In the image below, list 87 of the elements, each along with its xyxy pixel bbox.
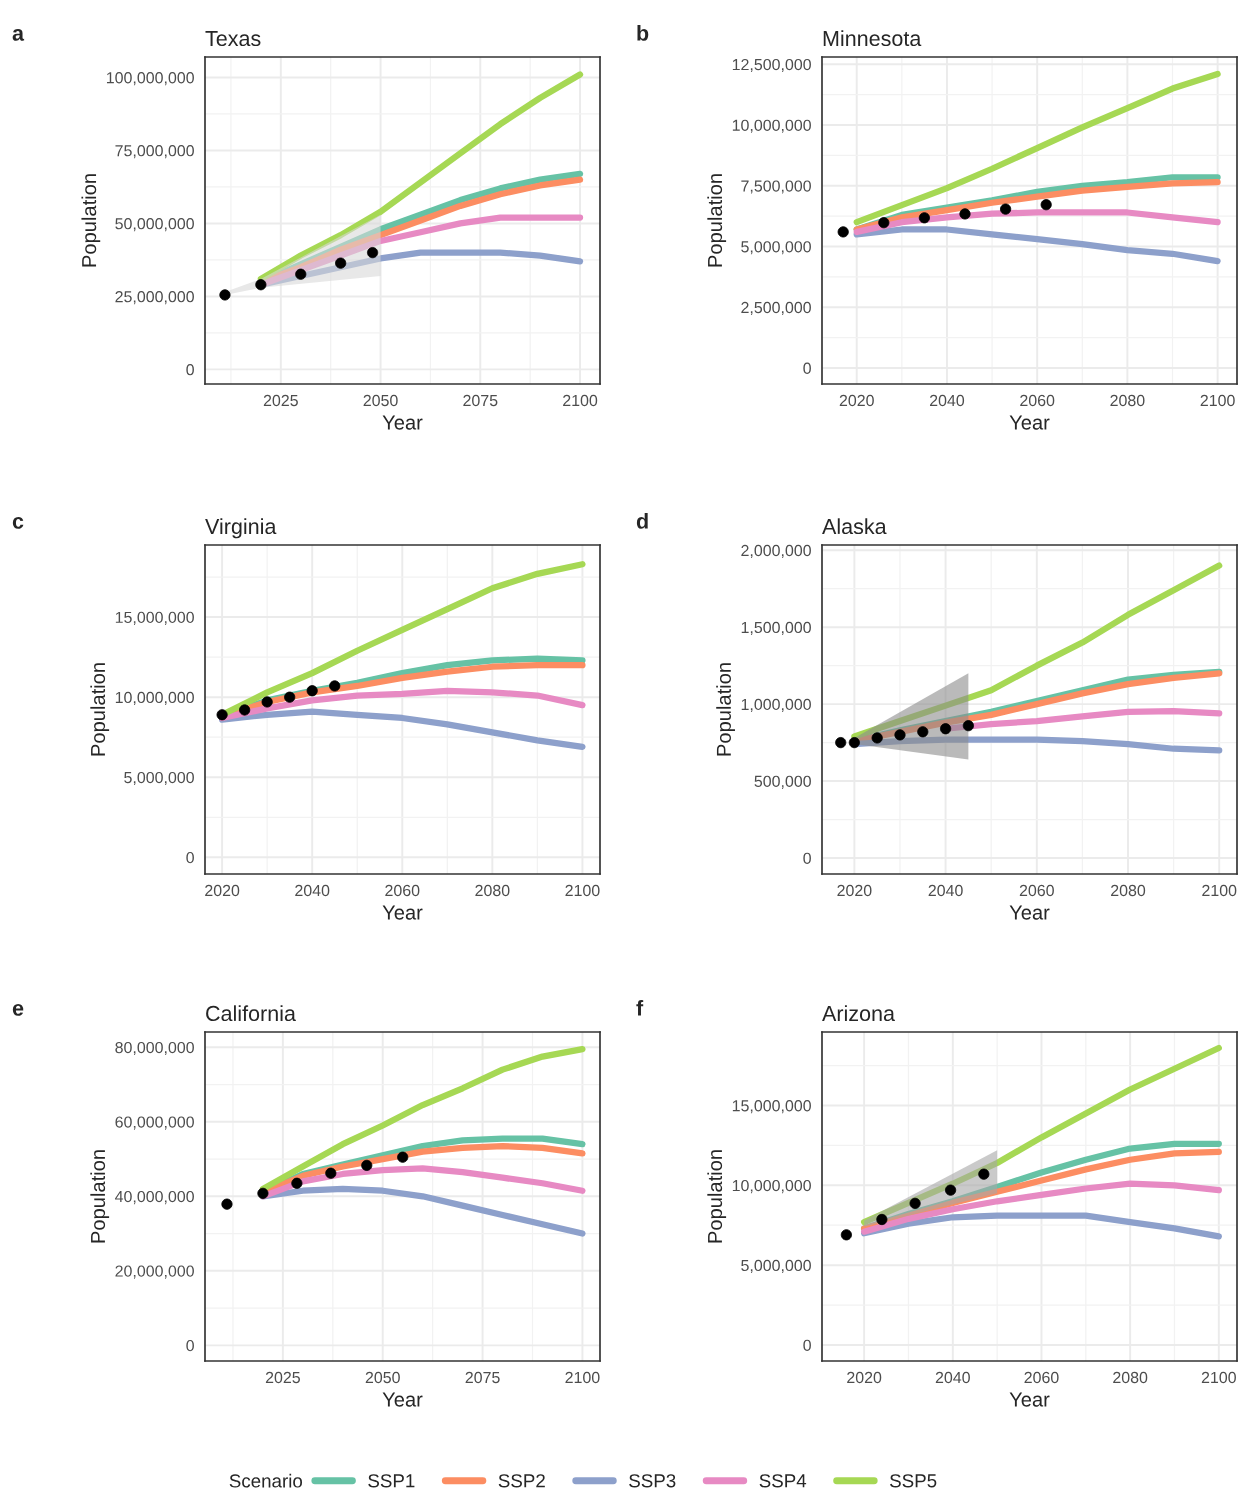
y-axis-title: Population bbox=[707, 1150, 727, 1243]
x-tick-label: 2050 bbox=[363, 394, 398, 407]
legend-label: SSP5 bbox=[890, 1474, 937, 1488]
legend-label: SSP1 bbox=[368, 1474, 415, 1488]
chart-title: Arizona bbox=[822, 1005, 895, 1022]
x-tick-label: 2075 bbox=[463, 394, 498, 407]
x-tick-label: 2025 bbox=[265, 1371, 300, 1384]
legend-label: SSP4 bbox=[759, 1474, 807, 1488]
legend-title: Scenario bbox=[229, 1473, 303, 1488]
x-tick-label: 2075 bbox=[465, 1371, 500, 1384]
x-tick-label: 2020 bbox=[205, 884, 240, 897]
x-tick-label: 2060 bbox=[1019, 884, 1054, 897]
y-tick-label: 0 bbox=[186, 1339, 194, 1352]
y-tick-label: 80,000,000 bbox=[115, 1041, 194, 1056]
y-tick-label: 1,000,000 bbox=[741, 698, 811, 712]
y-tick-label: 10,000,000 bbox=[732, 1179, 811, 1194]
x-tick-label: 2100 bbox=[565, 884, 600, 897]
x-tick-label: 2080 bbox=[1111, 884, 1146, 897]
x-axis-title: Year bbox=[1009, 415, 1050, 430]
x-tick-label: 2040 bbox=[935, 1371, 970, 1384]
y-tick-label: 1,500,000 bbox=[741, 621, 811, 635]
y-tick-label: 0 bbox=[803, 1339, 811, 1351]
y-axis-title: Population bbox=[90, 663, 110, 756]
x-tick-label: 2100 bbox=[1200, 394, 1235, 407]
x-tick-label: 2060 bbox=[385, 884, 420, 897]
y-tick-label: 5,000,000 bbox=[741, 241, 811, 255]
x-axis-title: Year bbox=[382, 1392, 423, 1407]
y-axis-title: Population bbox=[707, 174, 727, 267]
y-axis-title: Population bbox=[81, 174, 101, 267]
y-tick-label: 10,000,000 bbox=[732, 119, 811, 133]
x-tick-label: 2040 bbox=[929, 394, 965, 407]
y-tick-label: 7,500,000 bbox=[741, 180, 811, 194]
x-tick-label: 2100 bbox=[565, 1371, 600, 1384]
x-tick-label: 2060 bbox=[1024, 1371, 1059, 1384]
x-tick-label: 2080 bbox=[475, 884, 510, 897]
y-tick-label: 0 bbox=[186, 851, 194, 864]
y-tick-label: 0 bbox=[186, 364, 194, 376]
y-tick-label: 60,000,000 bbox=[115, 1116, 194, 1130]
chart-title: Virginia bbox=[205, 518, 277, 539]
y-tick-label: 0 bbox=[803, 362, 811, 374]
y-tick-label: 2,500,000 bbox=[741, 301, 811, 316]
x-axis-title: Year bbox=[382, 905, 423, 920]
y-tick-label: 20,000,000 bbox=[115, 1265, 194, 1279]
y-tick-label: 25,000,000 bbox=[115, 291, 194, 305]
x-tick-label: 2080 bbox=[1110, 394, 1145, 407]
y-tick-label: 40,000,000 bbox=[115, 1190, 194, 1205]
y-tick-label: 15,000,000 bbox=[732, 1100, 811, 1114]
legend-label: SSP3 bbox=[629, 1474, 676, 1488]
x-axis-title: Year bbox=[1009, 905, 1050, 920]
x-tick-label: 2020 bbox=[839, 394, 874, 407]
text: d bbox=[636, 512, 648, 529]
x-axis-title: Year bbox=[1009, 1392, 1050, 1407]
x-tick-label: 2060 bbox=[1020, 394, 1055, 407]
x-tick-label: 2040 bbox=[928, 884, 963, 897]
y-tick-label: 15,000,000 bbox=[115, 611, 194, 625]
y-tick-label: 5,000,000 bbox=[741, 1259, 811, 1274]
y-tick-label: 500,000 bbox=[754, 775, 811, 789]
chart-title: Minnesota bbox=[823, 30, 922, 47]
text: b bbox=[637, 24, 649, 41]
y-tick-label: 2,000,000 bbox=[741, 544, 811, 559]
x-tick-label: 2020 bbox=[847, 1371, 882, 1384]
y-axis-title: Population bbox=[90, 1150, 110, 1243]
y-tick-label: 50,000,000 bbox=[115, 218, 194, 232]
x-tick-label: 2020 bbox=[837, 884, 872, 897]
y-tick-label: 0 bbox=[803, 852, 811, 864]
x-tick-label: 2040 bbox=[295, 884, 330, 897]
text: e bbox=[12, 1003, 24, 1016]
x-tick-label: 2050 bbox=[365, 1371, 400, 1384]
legend-label: SSP2 bbox=[498, 1474, 545, 1488]
text: a bbox=[12, 28, 25, 41]
chart-title: California bbox=[206, 1005, 296, 1022]
y-axis-title: Population bbox=[716, 663, 735, 756]
y-tick-label: 12,500,000 bbox=[732, 58, 811, 73]
chart-title: Alaska bbox=[822, 518, 887, 535]
x-tick-label: 2080 bbox=[1113, 1371, 1148, 1384]
y-tick-label: 10,000,000 bbox=[115, 691, 194, 705]
y-tick-label: 5,000,000 bbox=[124, 771, 194, 786]
text: c bbox=[12, 516, 24, 529]
y-tick-label: 75,000,000 bbox=[115, 145, 194, 159]
text: f bbox=[636, 999, 644, 1016]
x-tick-label: 2025 bbox=[263, 394, 298, 407]
x-axis-title: Year bbox=[382, 415, 423, 430]
chart-title: Texas bbox=[205, 31, 261, 47]
x-tick-label: 2100 bbox=[563, 394, 598, 407]
x-tick-label: 2100 bbox=[1201, 1371, 1236, 1384]
y-tick-label: 100,000,000 bbox=[106, 72, 194, 86]
x-tick-label: 2100 bbox=[1202, 884, 1237, 897]
